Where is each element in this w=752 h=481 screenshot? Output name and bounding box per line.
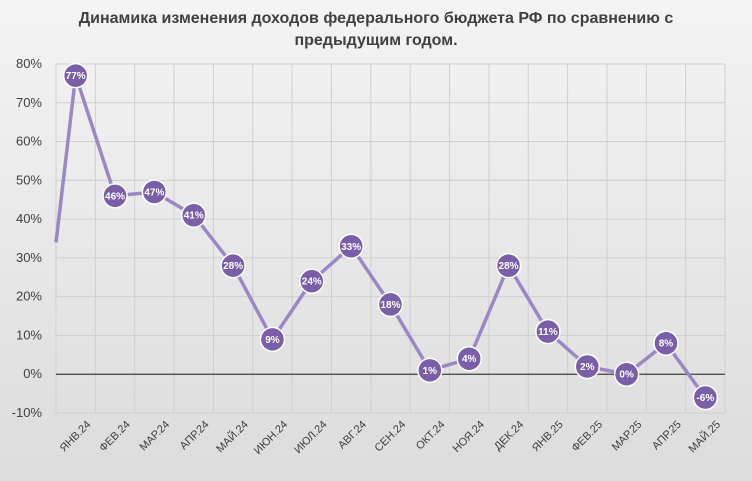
data-point [417, 357, 443, 384]
x-tick-label: ФЕВ.25 [569, 419, 605, 455]
chart-title: Динамика изменения доходов федерального … [0, 8, 752, 52]
data-point [141, 179, 168, 205]
y-tick-label: 20% [16, 289, 42, 304]
data-point [456, 345, 482, 372]
x-tick-label: АПР.25 [650, 419, 684, 453]
series-line-path [54, 73, 707, 399]
y-tick-label: 10% [16, 327, 42, 342]
x-tick-label: ЯНВ.25 [530, 419, 566, 455]
x-tick-label: ЯНВ.24 [58, 419, 94, 455]
data-label: 24% [302, 277, 322, 288]
x-tick-label: ДЕК.24 [492, 419, 526, 453]
data-point [62, 62, 89, 89]
y-tick-label: 0% [23, 366, 42, 381]
chart-title-line2: предыдущим годом. [294, 32, 458, 49]
x-tick-label: ОКТ.24 [414, 419, 448, 453]
data-label: 28% [223, 261, 243, 272]
data-label: 11% [538, 327, 558, 338]
y-tick-label: 50% [16, 172, 42, 187]
x-tick-label: СЕН.24 [373, 419, 409, 455]
data-point [377, 291, 404, 318]
y-tick-label: -10% [12, 405, 43, 420]
data-label: 18% [380, 300, 400, 311]
data-point [259, 326, 286, 353]
data-label: 77% [66, 71, 86, 82]
x-tick-label: МАР.24 [137, 419, 172, 454]
data-point [299, 268, 325, 294]
data-point [495, 252, 522, 279]
data-label: 46% [105, 191, 125, 202]
y-axis: -10% 0% 10% 20% 30% 40% 50% 60% 70% 80% [12, 56, 43, 420]
data-point [102, 183, 128, 209]
y-tick-label: 30% [16, 250, 42, 265]
data-label: 0% [619, 370, 634, 381]
data-point [338, 233, 364, 260]
series-markers: 77% 46% 47% 41% 28% 9% 24% 33% 18% 1% 4% 28% 11% 2% 0%… [62, 62, 719, 411]
x-tick-label: ИЮЛ.24 [292, 419, 330, 457]
data-label: 8% [659, 339, 674, 350]
data-label: 2% [580, 362, 595, 373]
data-point [220, 252, 246, 279]
data-label: 1% [423, 366, 438, 377]
y-tick-label: 70% [16, 95, 42, 110]
x-tick-label: АВГ.24 [336, 419, 369, 452]
chart-title-line1: Динамика изменения доходов федерального … [78, 10, 674, 27]
data-point [692, 384, 719, 411]
series-line [54, 73, 707, 399]
x-tick-label: АПР.24 [178, 419, 212, 453]
x-tick-label: МАЙ.24 [214, 418, 251, 455]
data-label: 47% [144, 187, 164, 198]
x-tick-label: МАР.25 [610, 419, 645, 454]
gridlines [55, 63, 726, 414]
x-tick-label: ИЮН.24 [252, 419, 290, 457]
data-label: -6% [696, 393, 714, 404]
data-label: 41% [184, 211, 204, 222]
x-tick-label: ФЕВ.24 [97, 419, 133, 455]
data-point [574, 353, 601, 380]
data-point [180, 202, 207, 228]
y-tick-label: 80% [16, 56, 42, 71]
y-tick-label: 40% [16, 211, 42, 226]
data-label: 9% [265, 335, 280, 346]
data-point [535, 318, 561, 345]
data-label: 33% [341, 242, 361, 253]
data-label: 4% [462, 354, 477, 365]
data-point [613, 361, 640, 387]
data-label: 28% [499, 261, 519, 272]
x-tick-label: МАЙ.25 [686, 418, 723, 455]
x-tick-label: НОЯ.24 [451, 419, 487, 455]
y-tick-label: 60% [16, 134, 42, 149]
data-point [653, 330, 679, 356]
